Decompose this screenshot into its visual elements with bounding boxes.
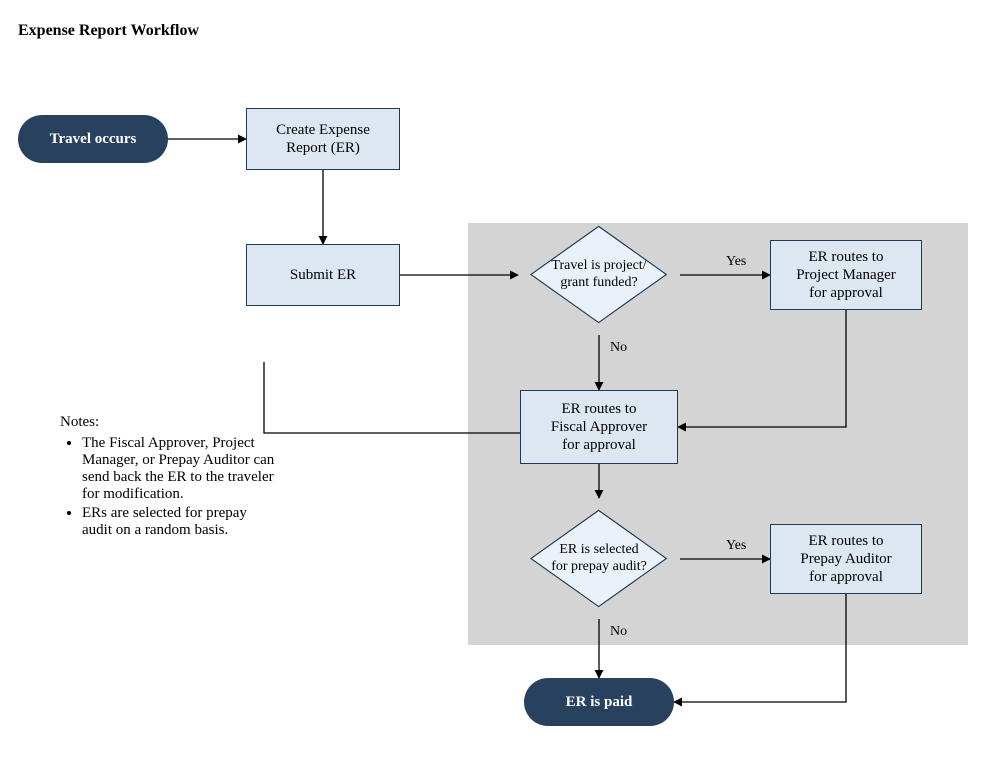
edge-label-d1_no: No xyxy=(610,340,627,356)
process-fiscal: ER routes to Fiscal Approver for approva… xyxy=(520,390,678,464)
notes-title: Notes: xyxy=(60,414,276,431)
process-pm: ER routes to Project Manager for approva… xyxy=(770,240,922,310)
terminal-end: ER is paid xyxy=(524,678,674,726)
notes-item: ERs are selected for prepay audit on a r… xyxy=(82,505,276,539)
process-submit: Submit ER xyxy=(246,244,400,306)
decision-label: ER is selected for prepay audit? xyxy=(530,510,668,608)
decision-d1: Travel is project/ grant funded? xyxy=(530,226,668,324)
edge-label-d1_yes: Yes xyxy=(726,254,746,270)
edge-label-d2_no: No xyxy=(610,624,627,640)
terminal-start: Travel occurs xyxy=(18,115,168,163)
notes-item: The Fiscal Approver, Project Manager, or… xyxy=(82,435,276,503)
process-prepay: ER routes to Prepay Auditor for approval xyxy=(770,524,922,594)
notes-block: Notes: The Fiscal Approver, Project Mana… xyxy=(60,414,276,541)
decision-label: Travel is project/ grant funded? xyxy=(530,226,668,324)
page-title: Expense Report Workflow xyxy=(18,22,199,40)
notes-list: The Fiscal Approver, Project Manager, or… xyxy=(60,435,276,539)
diagram-canvas: Expense Report Workflow Travel occurs Cre… xyxy=(0,0,984,760)
process-create: Create Expense Report (ER) xyxy=(246,108,400,170)
edge-label-d2_yes: Yes xyxy=(726,538,746,554)
decision-d2: ER is selected for prepay audit? xyxy=(530,510,668,608)
